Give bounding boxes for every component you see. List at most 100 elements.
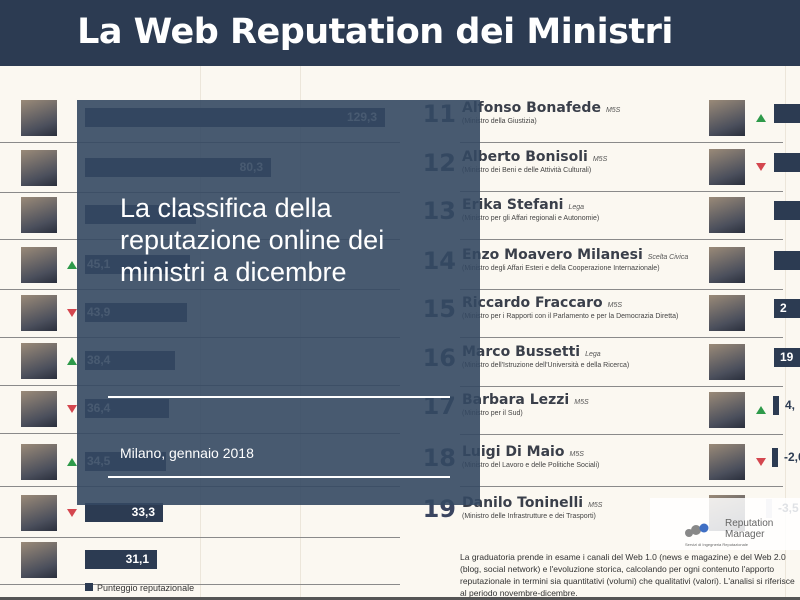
minister-photo <box>709 444 745 480</box>
party-label: Lega <box>585 351 601 358</box>
overlay-title: La classifica della reputazione online d… <box>120 193 385 287</box>
row-divider <box>0 584 400 585</box>
row-divider <box>738 434 783 435</box>
party-label: M5S <box>574 399 589 406</box>
left-row: 31,1 <box>0 536 400 585</box>
trend-up-icon <box>67 458 77 466</box>
minister-photo <box>21 391 57 427</box>
minister-photo <box>709 100 745 136</box>
minister-photo <box>709 247 745 283</box>
row-divider <box>738 386 783 387</box>
minister-photo <box>709 295 745 331</box>
minister-photo <box>21 343 57 379</box>
score-bar: 2 <box>774 299 800 318</box>
logo-text: Reputation Manager <box>725 518 774 540</box>
trend-down-icon <box>756 163 766 171</box>
minister-name: Enzo Moavero Milanesi Scelta Civica <box>462 247 689 263</box>
row-divider <box>460 486 782 487</box>
trend-up-icon <box>67 261 77 269</box>
row-divider <box>738 239 783 240</box>
minister-name: Alfonso Bonafede M5S <box>462 100 621 116</box>
minister-photo <box>21 444 57 480</box>
row-divider <box>460 239 782 240</box>
party-label: M5S <box>588 502 603 509</box>
legend-swatch <box>85 583 93 591</box>
trend-down-icon <box>67 405 77 413</box>
minister-role: (Ministro per il Sud) <box>462 410 523 417</box>
methodology-note: La graduatoria prende in esame i canali … <box>460 552 795 598</box>
minister-role: (Ministro per gli Affari regionali e Aut… <box>462 215 600 222</box>
minister-role: (Ministro dell'Istruzione dell'Universit… <box>462 362 630 369</box>
trend-up-icon <box>67 357 77 365</box>
score-bar <box>774 251 800 270</box>
minister-name: Danilo Toninelli M5S <box>462 495 603 511</box>
row-divider <box>738 142 783 143</box>
party-label: Lega <box>568 204 585 211</box>
row-divider <box>460 434 782 435</box>
minister-photo <box>21 542 57 578</box>
row-divider <box>460 142 782 143</box>
minister-photo <box>709 344 745 380</box>
score-bar <box>774 153 800 172</box>
trend-down-icon <box>756 458 766 466</box>
minister-photo <box>21 295 57 331</box>
trend-down-icon <box>67 509 77 517</box>
score-bar <box>774 104 800 123</box>
row-divider <box>460 386 782 387</box>
overlay-date: Milano, gennaio 2018 <box>120 445 254 461</box>
minister-name: Marco Bussetti Lega <box>462 344 601 360</box>
score-bar: 33,3 <box>85 503 163 522</box>
minister-photo <box>709 149 745 185</box>
grid-line <box>785 66 786 600</box>
row-divider <box>738 289 783 290</box>
party-label: M5S <box>569 451 584 458</box>
minister-photo <box>709 197 745 233</box>
trend-down-icon <box>67 309 77 317</box>
minister-photo <box>709 392 745 428</box>
left-row: 33,3 <box>0 489 400 538</box>
minister-photo <box>21 100 57 136</box>
score-bar: -2,0 <box>772 448 800 467</box>
minister-photo <box>21 247 57 283</box>
minister-name: Erika Stefani Lega <box>462 197 585 213</box>
trend-up-icon <box>756 114 766 122</box>
minister-photo <box>21 495 57 531</box>
minister-photo <box>21 150 57 186</box>
party-label: M5S <box>607 302 623 309</box>
party-label: M5S <box>592 156 608 163</box>
logo-tagline: Servizi di Ingegneria Reputazionale <box>685 542 748 547</box>
legend-label: Punteggio reputazionale <box>97 583 195 593</box>
minister-name: Riccardo Fraccaro M5S <box>462 295 623 311</box>
row-divider <box>738 191 783 192</box>
minister-role: (Ministro dei Beni e delle Attività Cult… <box>462 167 592 174</box>
score-bar: 31,1 <box>85 550 157 569</box>
legend: Punteggio reputazionale <box>85 583 194 593</box>
minister-photo <box>21 197 57 233</box>
score-bar: 19 <box>774 348 800 367</box>
party-label: M5S <box>605 107 621 114</box>
minister-name: Luigi Di Maio M5S <box>462 444 584 460</box>
score-bar <box>774 201 800 220</box>
logo-mark-icon <box>685 523 709 537</box>
row-divider <box>738 486 783 487</box>
minister-role: (Ministro della Giustizia) <box>462 118 537 125</box>
row-divider <box>0 537 400 538</box>
reputation-manager-logo: Reputation Manager Servizi di Ingegneria … <box>650 498 800 550</box>
minister-role: (Ministro delle Infrastrutture e dei Tra… <box>462 513 596 520</box>
divider <box>108 476 450 478</box>
page-title: La Web Reputation dei Ministri <box>77 12 673 52</box>
minister-role: (Ministro per i Rapporti con il Parlamen… <box>462 313 679 320</box>
row-divider <box>460 289 782 290</box>
minister-name: Barbara Lezzi M5S <box>462 392 589 408</box>
bottom-rule <box>0 597 800 600</box>
divider <box>108 396 450 398</box>
party-label: Scelta Civica <box>647 254 689 261</box>
row-divider <box>460 337 782 338</box>
score-bar: 4, <box>773 396 800 415</box>
minister-role: (Ministro degli Affari Esteri e della Co… <box>462 265 660 272</box>
minister-name: Alberto Bonisoli M5S <box>462 149 608 165</box>
row-divider <box>738 337 783 338</box>
row-divider <box>460 191 782 192</box>
